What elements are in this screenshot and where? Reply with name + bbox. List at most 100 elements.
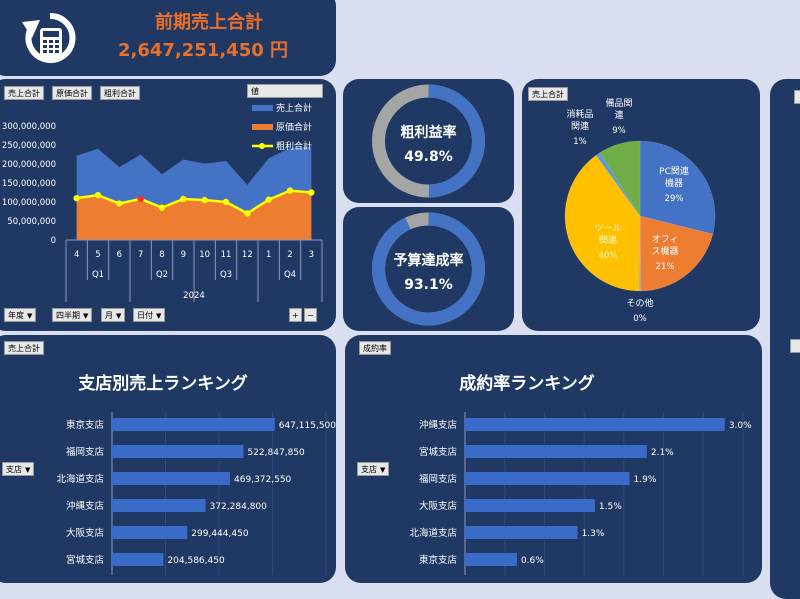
pie-slice-label: 消耗品関連 xyxy=(566,108,593,132)
ranking-value-label: 1.5% xyxy=(599,502,622,512)
profit-point xyxy=(308,189,315,196)
pie-slice-label: 備品関連 xyxy=(605,97,632,121)
legend-label: 粗利合計 xyxy=(276,140,312,152)
y-tick-label: 0 xyxy=(51,236,56,246)
quarter-tick-label: Q3 xyxy=(220,270,232,280)
ranking-rate-button[interactable]: 成約率 xyxy=(359,341,391,355)
ranking-value-label: 1.3% xyxy=(582,529,605,539)
ranking-category-label: 大阪支店 xyxy=(66,527,104,539)
month-tick-label: 1 xyxy=(266,250,271,260)
pie-slice xyxy=(595,152,641,217)
header-total: 2,647,251,450 円 xyxy=(118,40,289,61)
profit-point xyxy=(222,198,230,206)
donut-label: 予算達成率 xyxy=(394,252,464,269)
quarter-filter-label: 四半期 xyxy=(56,311,80,320)
right-panel-button[interactable] xyxy=(794,90,800,104)
ranking-category-label: 沖縄支店 xyxy=(419,419,457,431)
pie-slice xyxy=(639,215,714,292)
ranking-category-label: 大阪支店 xyxy=(419,500,457,512)
ranking-bar xyxy=(465,418,725,431)
pie-slice-pct: 0% xyxy=(633,314,647,324)
profit-point xyxy=(94,191,102,199)
chevron-down-icon: ▼ xyxy=(83,312,89,320)
profit-line xyxy=(76,189,312,215)
ranking-category-label: 東京支店 xyxy=(419,554,457,566)
ranking-bar xyxy=(465,553,517,566)
donut-value: 93.1% xyxy=(404,277,453,293)
gross-margin-donut: 粗利益率 49.8% xyxy=(372,84,485,198)
ranking-bar xyxy=(112,526,188,539)
pie-slice xyxy=(638,215,642,292)
month-tick-label: 3 xyxy=(309,250,314,260)
sales-total-button[interactable]: 売上合計 xyxy=(4,86,44,100)
collapse-button[interactable]: − xyxy=(304,308,317,322)
y-tick-label: 250,000,000 xyxy=(2,141,56,151)
donut-value: 49.8% xyxy=(404,149,453,165)
ranking-category-label: 東京支店 xyxy=(66,419,104,431)
quarter-filter-button[interactable]: 四半期 ▼ xyxy=(52,308,93,322)
ranking-value-label: 3.0% xyxy=(729,421,752,431)
right-panel-button-2[interactable] xyxy=(790,339,800,353)
pie-slice-pct: 29% xyxy=(665,194,684,204)
ranking-category-label: 北海道支店 xyxy=(56,473,104,485)
pie-slice-label: ツール関連 xyxy=(594,224,621,246)
ranking-bar xyxy=(112,472,231,485)
ranking-category-label: 宮城支店 xyxy=(419,446,457,458)
ranking-category-label: 宮城支店 xyxy=(66,554,104,566)
donut-label: 粗利益率 xyxy=(401,124,457,141)
pie-slice-label: PC関連機器 xyxy=(659,165,689,189)
ranking-bar xyxy=(465,499,595,512)
chevron-down-icon: ▼ xyxy=(156,312,162,320)
branch-filter-label: 支店 xyxy=(6,465,22,474)
ranking-bar xyxy=(112,418,275,431)
cost-area xyxy=(76,191,312,240)
branch-filter-button[interactable]: 支店 ▼ xyxy=(357,462,390,476)
month-tick-label: 2 xyxy=(287,250,292,260)
ranking-bar xyxy=(112,499,206,512)
legend-label: 売上合計 xyxy=(276,102,312,114)
category-pie-panel: 売上合計 PC関連機器 29% オフィス機器 21% その他 0% ツール関連 40% 消耗品関… xyxy=(522,79,760,331)
ranking-value-label: 469,372,550 xyxy=(234,475,292,485)
donut-value-arc xyxy=(372,212,485,326)
ranking-category-label: 沖縄支店 xyxy=(66,500,104,512)
refresh-calculator-icon xyxy=(22,12,76,63)
pie-slice xyxy=(639,140,716,235)
combo-chart: 300,000,000250,000,000200,000,000150,000… xyxy=(2,102,323,302)
y-tick-label: 150,000,000 xyxy=(2,179,56,189)
chevron-down-icon: ▼ xyxy=(116,312,122,320)
year-filter-button[interactable]: 年度 ▼ xyxy=(4,308,37,322)
cost-total-button[interactable]: 原価合計 xyxy=(52,86,92,100)
filter-icon: ▼ xyxy=(27,312,33,320)
rate-ranking-chart: 沖縄支店 3.0% 宮城支店 2.1% 福岡支店 1.9% 大阪支店 1.5% 北海道支店 1.3… xyxy=(409,412,752,575)
right-panel xyxy=(770,79,800,599)
profit-total-button[interactable]: 粗利合計 xyxy=(100,86,140,100)
month-tick-label: 4 xyxy=(74,250,79,260)
budget-achievement-donut: 予算達成率 93.1% xyxy=(372,212,485,326)
quarter-tick-label: Q1 xyxy=(92,270,104,280)
year-filter-label: 年度 xyxy=(8,311,24,320)
header-title: 前期売上合計 xyxy=(155,12,263,33)
values-header[interactable]: 値 xyxy=(247,84,323,98)
month-tick-label: 12 xyxy=(242,250,253,260)
y-tick-label: 300,000,000 xyxy=(2,122,56,132)
ranking-sales-button[interactable]: 売上合計 xyxy=(4,341,44,355)
month-filter-button[interactable]: 月 ▼ xyxy=(101,308,126,322)
chevron-down-icon: ▼ xyxy=(25,466,31,474)
month-filter-label: 月 xyxy=(105,311,113,320)
combo-chart-panel: 売上合計 原価合計 粗利合計 値 300,000,000 250,000,000 2… xyxy=(0,79,336,331)
profit-point xyxy=(201,196,208,204)
ranking-bar xyxy=(112,445,244,458)
quarter-tick-label: Q4 xyxy=(284,270,296,280)
pie-slice-label: その他 xyxy=(626,297,653,309)
expand-button[interactable]: + xyxy=(289,308,302,322)
branch-filter-button[interactable]: 支店 ▼ xyxy=(2,462,35,476)
legend-label: 原価合計 xyxy=(276,121,312,133)
ranking-value-label: 1.9% xyxy=(634,475,657,485)
pie-sales-total-button[interactable]: 売上合計 xyxy=(528,87,568,101)
sales-ranking-panel: 売上合計 支店別売上ランキング 支店 ▼ 東京支店 647,115,500 福岡支店 5… xyxy=(0,335,336,583)
date-filter-button[interactable]: 日付 ▼ xyxy=(133,308,166,322)
ranking-category-label: 北海道支店 xyxy=(409,527,457,539)
ranking-rate-title: 成約率ランキング xyxy=(459,374,595,394)
category-pie-chart: PC関連機器 29% オフィス機器 21% その他 0% ツール関連 40% 消耗品関連 1% 備品… xyxy=(564,97,716,324)
month-tick-label: 9 xyxy=(181,250,186,260)
